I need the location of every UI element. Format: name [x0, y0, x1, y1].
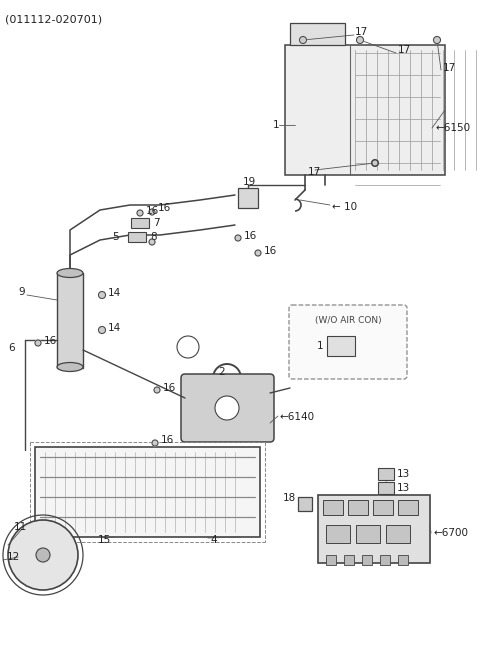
Bar: [326, 555, 336, 565]
Bar: [373, 500, 393, 515]
Text: (W/O AIR CON): (W/O AIR CON): [315, 316, 381, 325]
Text: 1: 1: [273, 120, 280, 130]
Circle shape: [149, 209, 155, 215]
Bar: [35, 447, 260, 537]
Circle shape: [137, 210, 143, 216]
Bar: [344, 555, 354, 565]
Text: ←6700: ←6700: [433, 528, 468, 538]
FancyArrowPatch shape: [30, 558, 42, 578]
Text: ← 10: ← 10: [332, 202, 357, 212]
Text: 17: 17: [355, 27, 368, 37]
Text: 16: 16: [264, 246, 277, 256]
Text: 7: 7: [153, 218, 160, 228]
Text: 1: 1: [317, 341, 324, 351]
Text: 2: 2: [218, 367, 225, 377]
Circle shape: [255, 250, 261, 256]
Bar: [131, 218, 149, 228]
Text: 5: 5: [112, 232, 119, 242]
Bar: [378, 482, 394, 494]
Text: (011112-020701): (011112-020701): [5, 14, 102, 24]
Bar: [128, 232, 146, 242]
Text: A: A: [224, 403, 230, 413]
Ellipse shape: [57, 363, 83, 371]
Text: 16: 16: [44, 336, 57, 346]
Text: 19: 19: [243, 177, 256, 187]
Circle shape: [8, 520, 78, 590]
Bar: [327, 336, 355, 356]
Bar: [318, 495, 430, 563]
Circle shape: [98, 291, 106, 298]
Bar: [398, 500, 418, 515]
Circle shape: [357, 37, 363, 43]
Bar: [348, 500, 368, 515]
Circle shape: [300, 37, 307, 43]
Text: 16: 16: [146, 206, 159, 216]
Bar: [326, 525, 350, 543]
FancyBboxPatch shape: [181, 374, 274, 442]
Text: 9: 9: [18, 287, 24, 297]
Text: 16: 16: [161, 435, 174, 445]
Bar: [362, 555, 372, 565]
Ellipse shape: [57, 268, 83, 277]
Bar: [386, 525, 410, 543]
Bar: [285, 45, 445, 175]
Text: 18: 18: [283, 493, 296, 503]
Bar: [238, 188, 258, 208]
Circle shape: [98, 327, 106, 333]
Text: 8: 8: [150, 232, 156, 242]
Text: 6: 6: [8, 343, 14, 353]
Circle shape: [177, 336, 199, 358]
Text: ←6150: ←6150: [435, 123, 470, 133]
Circle shape: [152, 440, 158, 446]
Text: 16: 16: [244, 231, 257, 241]
Bar: [398, 555, 408, 565]
Bar: [298, 497, 312, 511]
Circle shape: [149, 239, 155, 245]
Text: 13: 13: [397, 469, 410, 479]
Bar: [378, 468, 394, 480]
Text: 12: 12: [7, 552, 20, 562]
Bar: [356, 525, 380, 543]
Text: 17: 17: [443, 63, 456, 73]
Circle shape: [235, 235, 241, 241]
Text: 13: 13: [397, 483, 410, 493]
Text: 17: 17: [308, 167, 321, 177]
Text: 15: 15: [98, 535, 111, 545]
Circle shape: [372, 159, 379, 167]
FancyBboxPatch shape: [289, 305, 407, 379]
Circle shape: [215, 396, 239, 420]
Circle shape: [35, 340, 41, 346]
Text: 16: 16: [158, 203, 171, 213]
Bar: [290, 23, 345, 45]
Bar: [323, 500, 343, 515]
Text: ←6140: ←6140: [280, 412, 315, 422]
Circle shape: [36, 548, 50, 562]
Bar: [380, 555, 390, 565]
FancyArrowPatch shape: [44, 558, 56, 578]
Bar: [57, 273, 83, 368]
Circle shape: [433, 37, 441, 43]
Text: 14: 14: [108, 288, 121, 298]
Text: 11: 11: [14, 522, 27, 532]
Circle shape: [154, 387, 160, 393]
Text: 14: 14: [108, 323, 121, 333]
FancyArrowPatch shape: [30, 532, 42, 552]
Circle shape: [372, 160, 378, 166]
Text: 4: 4: [210, 535, 216, 545]
Text: A: A: [185, 342, 192, 352]
Text: 16: 16: [163, 383, 176, 393]
Text: 17: 17: [398, 45, 411, 55]
FancyArrowPatch shape: [44, 532, 56, 552]
